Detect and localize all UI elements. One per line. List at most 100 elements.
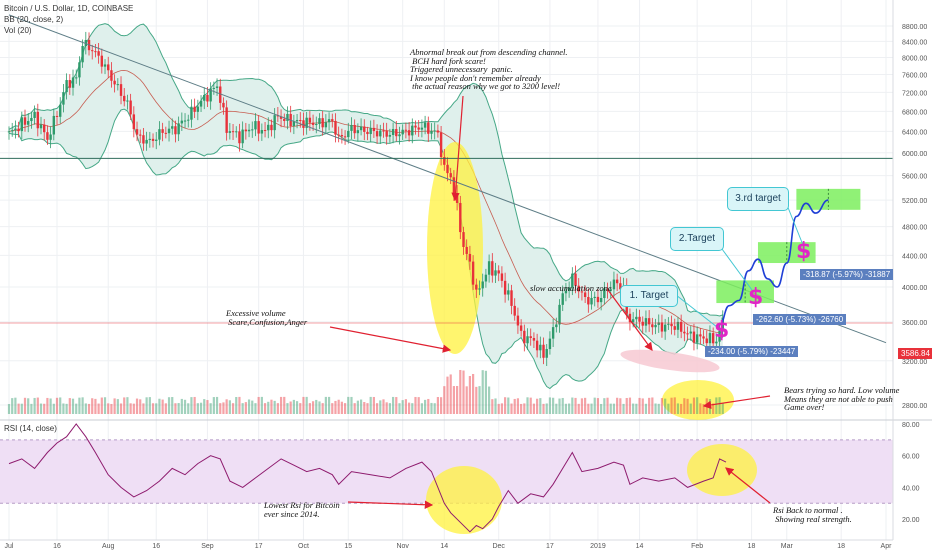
candle-body (702, 336, 705, 339)
volume-bar (97, 403, 100, 414)
volume-bar (71, 398, 75, 414)
volume-bar (334, 400, 337, 414)
volume-bar (385, 402, 388, 414)
candle-body (459, 202, 462, 233)
target-3-range: -318.87 (-5.97%) -31887 (800, 269, 894, 280)
candle-body (225, 107, 228, 133)
volume-bar (635, 403, 638, 414)
volume-bar (600, 403, 603, 414)
volume-bar (14, 397, 17, 414)
candle-body (222, 102, 225, 108)
volume-bar (164, 403, 167, 414)
candle-body (145, 139, 148, 144)
arrow-rsi-low (347, 500, 434, 509)
volume-bar (247, 399, 251, 414)
candle-body (542, 344, 545, 358)
volume-bar (667, 403, 670, 414)
volume-bar (369, 396, 372, 414)
candle-body (65, 80, 68, 93)
candle-body (718, 330, 721, 342)
volume-bar (439, 397, 443, 414)
candle-body (164, 132, 168, 134)
highlight-ellipse-rsi-recovery (687, 444, 757, 496)
volume-bar (375, 403, 379, 414)
candle-body (267, 124, 270, 131)
breakout-annotation: Abnormal break out from descending chann… (410, 47, 568, 91)
candle-body (75, 77, 78, 79)
candle-body (209, 88, 212, 102)
volume-annotation: Excessive volume Scare,Confusion,Anger (226, 308, 308, 327)
volume-bar (11, 398, 14, 414)
candle-body (651, 324, 654, 328)
candle-body (39, 124, 43, 129)
volume-bar (379, 400, 382, 414)
volume-bar (321, 403, 324, 414)
arrow-volume (329, 326, 452, 353)
volume-bar (343, 403, 347, 414)
volume-bar (558, 398, 561, 414)
volume-bar (715, 397, 718, 414)
candle-body (503, 280, 507, 295)
volume-bar (468, 375, 472, 414)
volume-bar (622, 403, 625, 414)
candle-body (91, 50, 94, 52)
volume-bar (430, 402, 433, 414)
volume-bar (465, 386, 468, 414)
volume-bar (308, 403, 311, 414)
candle-body (353, 125, 356, 134)
volume-bar (452, 386, 456, 414)
candle-body (526, 336, 529, 344)
candle-body (663, 324, 667, 332)
candle-body (647, 318, 651, 325)
volume-bar (132, 403, 135, 414)
price-tick-label: 2800.00 (902, 403, 927, 410)
target-zone-1 (716, 280, 774, 304)
volume-bar (372, 396, 375, 414)
time-tick-label: 18 (748, 543, 756, 550)
volume-bar (363, 402, 366, 414)
volume-bar (692, 397, 696, 414)
volume-bar (340, 401, 343, 414)
accumulation-annotation: slow accumulation zone (530, 283, 612, 293)
volume-bar (65, 403, 68, 414)
candle-body (580, 291, 584, 293)
volume-bar (404, 399, 407, 414)
candle-body (84, 40, 88, 47)
candle-body (692, 331, 696, 343)
price-tick-label: 7200.00 (902, 90, 927, 97)
volume-bar (497, 403, 500, 414)
candle-body (132, 114, 136, 130)
candle-body (110, 70, 113, 81)
price-tick-label: 6000.00 (902, 151, 927, 158)
candle-body (187, 119, 190, 121)
price-tick-label: 4400.00 (902, 253, 927, 260)
candle-body (116, 84, 120, 86)
volume-bar (203, 399, 206, 414)
candle-body (52, 115, 56, 135)
volume-bar (561, 397, 564, 414)
candle-body (433, 130, 436, 132)
volume-bar (193, 396, 196, 414)
target-2-connector (721, 248, 753, 291)
candle-body (238, 131, 241, 144)
volume-bar (17, 403, 20, 414)
volume-bar (420, 403, 423, 414)
candle-body (283, 118, 286, 121)
volume-bar (670, 397, 673, 414)
candle-body (97, 51, 100, 56)
volume-bar (366, 403, 369, 414)
arrow-breakout (451, 95, 464, 202)
candle-body (139, 134, 142, 136)
volume-bar (590, 403, 593, 414)
volume-bar (417, 397, 420, 414)
candle-body (532, 338, 536, 341)
candle-body (78, 62, 81, 78)
volume-bar (305, 396, 308, 414)
candle-body (439, 132, 443, 158)
volume-bar (119, 403, 123, 414)
candle-body (715, 341, 718, 344)
volume-bar (286, 403, 289, 414)
volume-bar (414, 396, 417, 414)
bollinger-basis (8, 70, 723, 334)
